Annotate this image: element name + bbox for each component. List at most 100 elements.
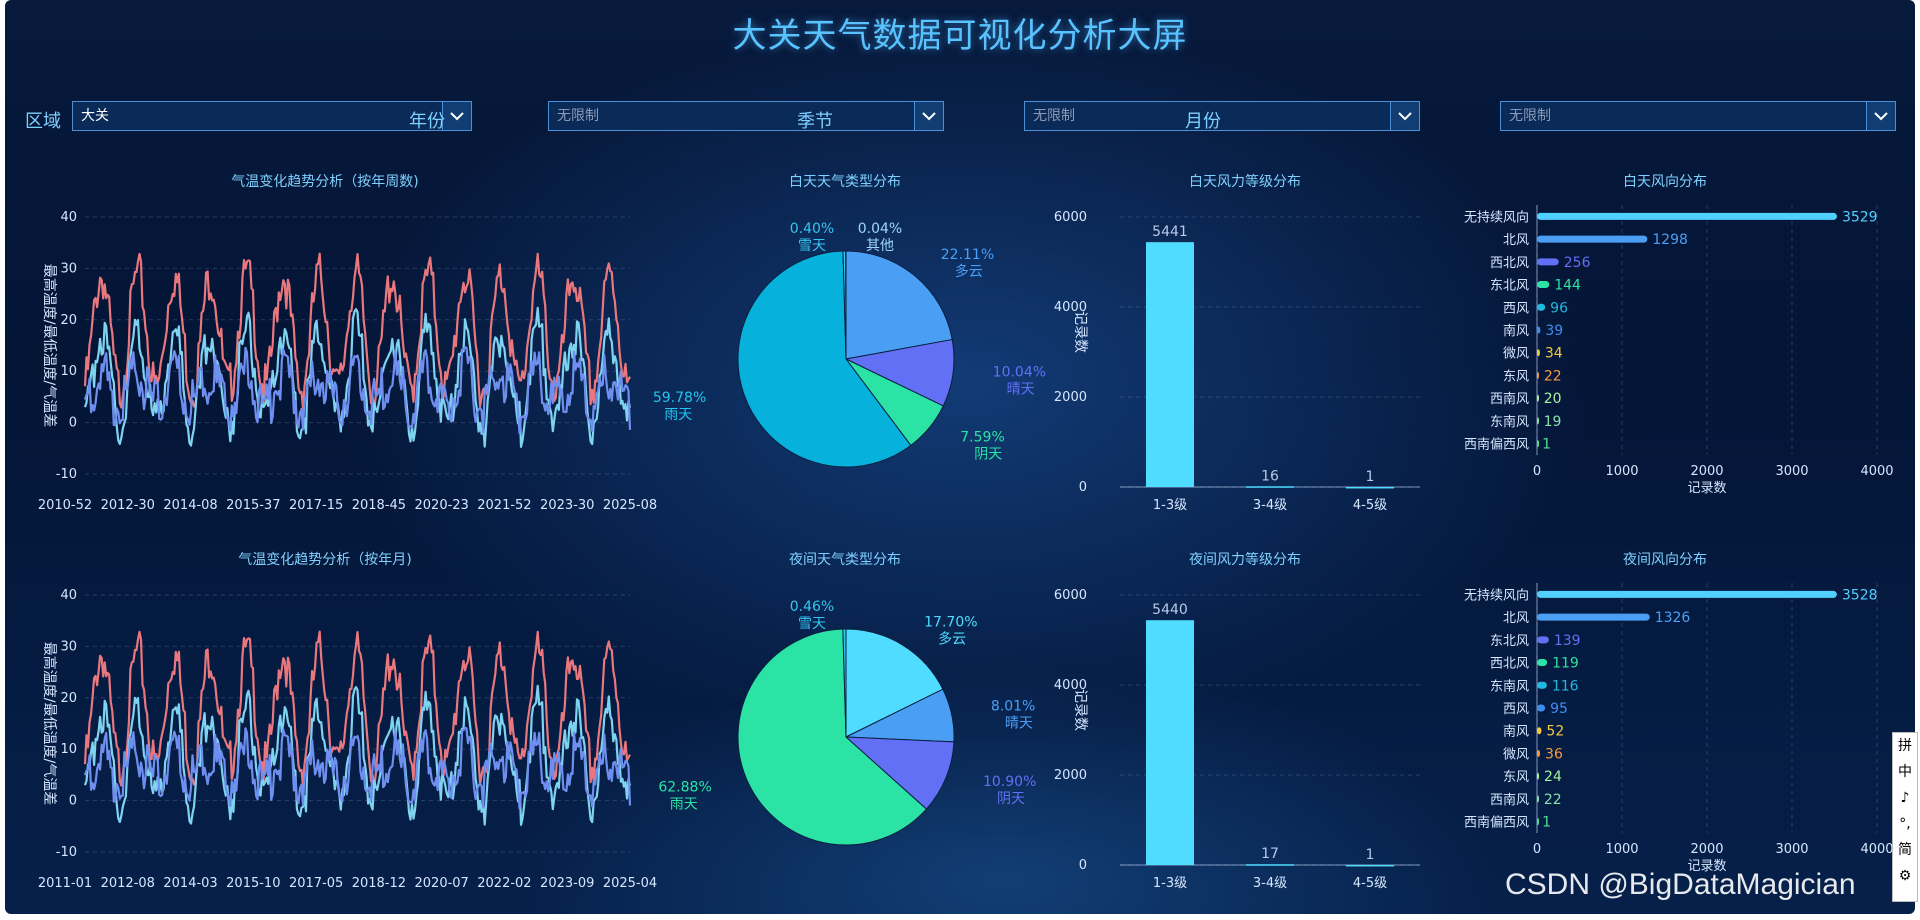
filter-label-1: 年份	[409, 111, 445, 132]
y-tick-label: 6000	[1054, 588, 1087, 603]
y-tick-label: 西北风	[1490, 256, 1529, 271]
y-axis-title: 记录数	[1072, 689, 1088, 731]
x-tick-label: 2018-12	[352, 876, 406, 891]
watermark: CSDN @BigDataMagician	[1505, 868, 1856, 901]
x-tick-label: 2017-15	[289, 498, 343, 513]
filter-select-value: 大关	[81, 108, 109, 124]
x-tick-label: 4-5级	[1353, 876, 1387, 891]
pie-label-name: 多云	[955, 263, 983, 280]
ime-item-5[interactable]: ⚙	[1898, 868, 1912, 884]
series-line-气温差	[83, 346, 632, 435]
chevron-down-icon[interactable]	[442, 102, 471, 130]
bar-东风	[1537, 772, 1540, 780]
filter-select-0[interactable]: 大关	[72, 101, 472, 131]
pie-label-name: 晴天	[1007, 381, 1035, 397]
y-tick-label: 西南偏西风	[1464, 815, 1529, 831]
filter-select-3[interactable]: 无限制	[1500, 101, 1896, 131]
ime-item-4[interactable]: 简	[1898, 842, 1912, 858]
day-weather-pie-title: 白天天气类型分布	[789, 174, 901, 190]
bar-3-4级	[1246, 864, 1294, 866]
pie-slice-阴天	[844, 736, 955, 810]
ime-item-0[interactable]: 拼	[1898, 738, 1912, 754]
chevron-down-icon[interactable]	[1866, 102, 1895, 130]
bar-西风	[1537, 704, 1546, 712]
y-tick-label: 0	[1079, 480, 1087, 495]
y-tick-label: 南风	[1503, 724, 1529, 740]
y-tick-label: 20	[60, 313, 77, 328]
y-tick-label: 西南风	[1490, 792, 1529, 808]
filter-select-value: 无限制	[557, 108, 599, 124]
y-tick-label: 0	[69, 794, 77, 809]
y-tick-label: -10	[56, 845, 77, 860]
bar-南风	[1537, 727, 1542, 735]
x-tick-label: 2000	[1690, 842, 1723, 857]
series-line-最高温度	[83, 630, 631, 789]
bar-西北风	[1537, 258, 1559, 266]
bar-东风	[1537, 371, 1539, 379]
pie-slice-多云	[845, 628, 944, 738]
bar-微风	[1537, 349, 1540, 357]
x-tick-label: 2012-08	[101, 876, 155, 891]
pie-label-value: 59.78%	[653, 390, 706, 406]
ime-item-3[interactable]: °,	[1899, 816, 1911, 832]
x-tick-label: 2000	[1690, 464, 1723, 479]
bar-value-label: 3528	[1842, 587, 1878, 603]
bar-value-label: 119	[1552, 656, 1579, 672]
bar-西北风	[1537, 659, 1548, 667]
x-tick-label: 2018-45	[352, 498, 406, 513]
x-tick-label: 2017-05	[289, 876, 343, 891]
x-tick-label: 2021-52	[477, 498, 531, 513]
x-tick-label: 2022-02	[477, 876, 531, 891]
x-tick-label: 2011-01	[38, 876, 92, 891]
pie-label-name: 阴天	[974, 447, 1002, 463]
y-tick-label: 微风	[1503, 347, 1529, 362]
bar-value-label: 1	[1366, 847, 1375, 863]
series-line-最低温度	[83, 684, 632, 827]
x-axis-title: 记录数	[1687, 859, 1726, 874]
bar-东北风	[1537, 636, 1549, 644]
y-tick-label: 40	[60, 588, 77, 603]
x-tick-label: 1000	[1605, 464, 1638, 479]
series-line-最低温度	[83, 306, 632, 448]
x-tick-label: 2012-30	[101, 498, 155, 513]
filter-label-2: 季节	[797, 111, 833, 132]
chevron-down-icon[interactable]	[1390, 102, 1419, 130]
pie-label-value: 10.90%	[983, 774, 1036, 790]
pie-label-value: 8.01%	[991, 698, 1035, 714]
y-tick-label: 0	[69, 416, 77, 431]
y-tick-label: 北风	[1503, 233, 1529, 248]
chevron-down-icon[interactable]	[914, 102, 943, 130]
filter-select-1[interactable]: 无限制	[548, 101, 944, 131]
y-tick-label: 西风	[1503, 702, 1529, 717]
bar-value-label: 5440	[1152, 602, 1188, 618]
ime-item-1[interactable]: 中	[1898, 764, 1912, 780]
y-tick-label: 10	[60, 364, 77, 379]
x-tick-label: 2014-03	[163, 876, 217, 891]
bar-西风	[1537, 303, 1546, 311]
bar-1-3级	[1146, 242, 1194, 487]
filter-select-2[interactable]: 无限制	[1024, 101, 1420, 131]
y-tick-label: 微风	[1503, 747, 1529, 762]
x-tick-label: 2015-10	[226, 876, 280, 891]
y-tick-label: 20	[60, 691, 77, 706]
bar-3-4级	[1246, 486, 1294, 488]
x-tick-label: 2014-08	[163, 498, 217, 513]
y-tick-label: 2000	[1054, 390, 1087, 405]
bar-4-5级	[1346, 486, 1394, 489]
x-tick-label: 2015-37	[226, 498, 280, 513]
ime-toolbar[interactable]: 拼中 ♪ °, 简 ⚙	[1892, 732, 1918, 902]
bar-value-label: 19	[1544, 414, 1562, 430]
x-tick-label: 4000	[1860, 464, 1893, 479]
y-tick-label: 北风	[1503, 611, 1529, 626]
ime-item-2[interactable]: ♪	[1900, 790, 1910, 806]
y-tick-label: 东风	[1503, 369, 1529, 384]
pie-label-value: 22.11%	[941, 247, 994, 263]
x-tick-label: 3000	[1775, 842, 1808, 857]
bar-value-label: 22	[1544, 368, 1562, 384]
pie-label-value: 0.40%	[790, 221, 834, 237]
bar-value-label: 22	[1544, 792, 1562, 808]
night-wind-level-title: 夜间风力等级分布	[1189, 552, 1301, 568]
filter-select-value: 无限制	[1509, 108, 1551, 124]
bar-value-label: 24	[1544, 769, 1562, 785]
y-tick-label: 10	[60, 742, 77, 757]
